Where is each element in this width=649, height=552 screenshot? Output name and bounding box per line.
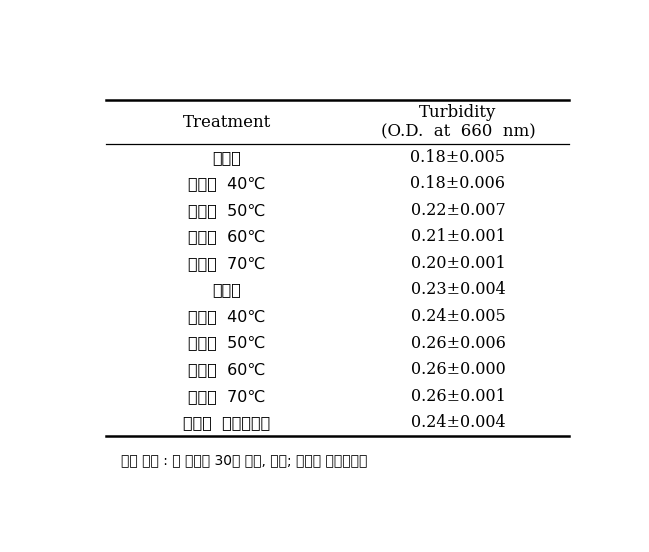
Text: 여과후  70℃: 여과후 70℃ (188, 389, 265, 404)
Text: 여과전  60℃: 여과전 60℃ (188, 229, 265, 245)
Text: 0.26±0.001: 0.26±0.001 (411, 388, 506, 405)
Text: 0.21±0.001: 0.21±0.001 (411, 229, 506, 245)
Text: 여과후  웈트라필터: 여과후 웈트라필터 (183, 415, 270, 430)
Text: 여과전  40℃: 여과전 40℃ (188, 176, 265, 191)
Text: 0.24±0.004: 0.24±0.004 (411, 414, 506, 431)
Text: 0.23±0.004: 0.23±0.004 (411, 282, 506, 299)
Text: 0.26±0.006: 0.26±0.006 (411, 335, 506, 352)
Text: 0.18±0.006: 0.18±0.006 (410, 175, 506, 192)
Text: (O.D.  at  660  nm): (O.D. at 660 nm) (380, 124, 535, 141)
Text: 0.18±0.005: 0.18±0.005 (410, 148, 506, 166)
Text: 0.20±0.001: 0.20±0.001 (411, 255, 506, 272)
Text: 0.22±0.007: 0.22±0.007 (411, 202, 506, 219)
Text: 여과전: 여과전 (212, 150, 241, 164)
Text: 살균 조건 : 각 온도별 30분 처리, 여과; 규조토 프리코팅법: 살균 조건 : 각 온도별 30분 처리, 여과; 규조토 프리코팅법 (121, 453, 368, 467)
Text: Treatment: Treatment (182, 114, 271, 131)
Text: 여과후  40℃: 여과후 40℃ (188, 309, 265, 324)
Text: 여과후: 여과후 (212, 283, 241, 298)
Text: Turbidity: Turbidity (419, 104, 496, 120)
Text: 여과전  50℃: 여과전 50℃ (188, 203, 265, 218)
Text: 0.26±0.000: 0.26±0.000 (411, 361, 506, 378)
Text: 여과후  60℃: 여과후 60℃ (188, 362, 265, 377)
Text: 여과후  50℃: 여과후 50℃ (188, 336, 265, 351)
Text: 0.24±0.005: 0.24±0.005 (411, 308, 506, 325)
Text: 여과전  70℃: 여과전 70℃ (188, 256, 265, 271)
